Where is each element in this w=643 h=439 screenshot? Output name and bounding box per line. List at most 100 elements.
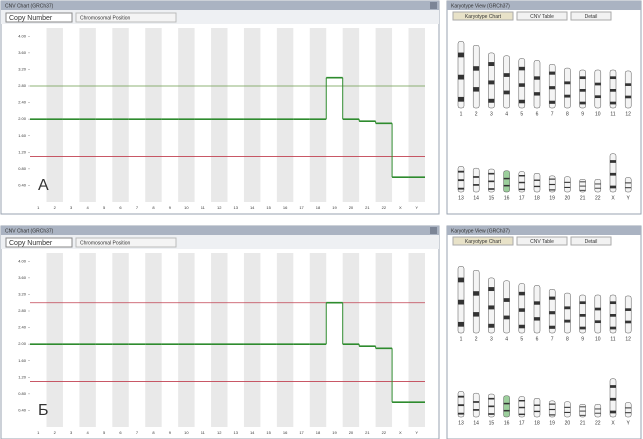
chromosome-label: 6 — [536, 336, 539, 342]
y-tick-label: 2.40 — [18, 325, 27, 330]
chromosome — [504, 281, 510, 333]
chromosome-band — [625, 182, 631, 183]
tab-label: Detail — [585, 14, 598, 20]
chromosome-band — [595, 320, 601, 323]
chromosome-stripe — [310, 253, 326, 427]
chromosome-stripe — [343, 28, 359, 202]
chromosome-band — [580, 415, 586, 416]
chromosome-band — [458, 300, 464, 305]
chromosome-band — [534, 186, 540, 187]
chromosome-band — [610, 301, 616, 304]
x-tick-label: 12 — [217, 205, 222, 210]
chromosome-band — [488, 80, 494, 84]
chromosome-band — [580, 406, 586, 407]
x-tick-label: X — [399, 205, 402, 210]
chromosome-label: 13 — [458, 195, 464, 201]
chromosome-label: 8 — [566, 111, 569, 117]
chromosome-band — [625, 308, 631, 311]
chromosome-band — [549, 297, 555, 300]
chromosome-label: 16 — [504, 420, 510, 426]
chromosome-label: 15 — [489, 420, 495, 426]
chromosome-label: 4 — [505, 111, 508, 117]
chromosome-band — [519, 182, 525, 183]
chromosome-band — [564, 407, 570, 408]
chromosome — [564, 293, 570, 333]
x-tick-label: 19 — [332, 430, 337, 435]
chromosome — [473, 168, 479, 192]
chromosome-stripe — [376, 28, 392, 202]
chromosome-label: 19 — [549, 195, 555, 201]
chromosome-label: 18 — [534, 420, 540, 426]
dropdown-text: Chromosomal Position — [80, 240, 131, 246]
chromosome-label: 20 — [565, 195, 571, 201]
x-tick-label: 17 — [299, 205, 304, 210]
chromosome-stripe — [211, 28, 227, 202]
chromosome-stripe — [244, 28, 260, 202]
chromosome-band — [564, 412, 570, 413]
chromosome-stripe — [409, 253, 425, 427]
chromosome-band — [595, 413, 601, 414]
y-tick-label: 1.20 — [18, 149, 27, 154]
chromosome-label: 9 — [581, 111, 584, 117]
y-tick-label: 2.40 — [18, 100, 27, 105]
x-tick-label: Y — [415, 205, 418, 210]
chromosome — [473, 393, 479, 417]
x-tick-label: 15 — [266, 430, 271, 435]
chromosome-band — [595, 188, 601, 189]
chromosome-band — [519, 189, 525, 190]
x-tick-label: 16 — [283, 205, 288, 210]
chromosome-band — [534, 301, 540, 304]
chromosome-band — [488, 188, 494, 190]
close-button[interactable] — [430, 2, 437, 9]
chromosome-band — [458, 404, 464, 406]
y-tick-label: 2.00 — [18, 341, 27, 346]
chromosome-label: 17 — [519, 420, 525, 426]
chromosome-band — [625, 96, 631, 99]
chromosome-band — [610, 327, 616, 330]
chromosome-band — [519, 414, 525, 415]
chromosome-band — [519, 407, 525, 408]
y-tick-label: 1.60 — [18, 133, 27, 138]
chromosome-stripe — [211, 253, 227, 427]
close-button[interactable] — [430, 227, 437, 234]
chromosome-stripe — [145, 253, 161, 427]
chromosome-band — [625, 412, 631, 413]
chromosome-band — [519, 175, 525, 176]
chromosome-label: 15 — [489, 195, 495, 201]
chromosome-label: 3 — [490, 111, 493, 117]
chromosome-stripe — [178, 253, 194, 427]
chromosome-band — [519, 325, 525, 329]
chromosome-label: 7 — [551, 111, 554, 117]
chromosome-band — [488, 413, 494, 415]
chromosome-band — [504, 178, 510, 180]
chromosome — [625, 71, 631, 108]
chromosome-stripe — [46, 253, 62, 427]
chromosome-band — [610, 76, 616, 79]
chromosome-label: 19 — [549, 420, 555, 426]
chromosome-band — [549, 311, 555, 314]
chromosome-stripe — [79, 28, 95, 202]
screen: CNV Chart (GRCh37)Copy NumberChromosomal… — [0, 0, 643, 439]
chromosome — [625, 178, 631, 192]
x-tick-label: 10 — [184, 205, 189, 210]
chromosome-stripe — [46, 28, 62, 202]
chromosome-band — [473, 66, 479, 70]
chromosome-label: 10 — [595, 111, 601, 117]
x-tick-label: 16 — [283, 430, 288, 435]
x-tick-label: 14 — [250, 430, 255, 435]
x-tick-label: 17 — [299, 430, 304, 435]
chromosome — [564, 68, 570, 108]
chromosome-band — [549, 409, 555, 410]
chromosome-band — [488, 305, 494, 309]
chromosome-band — [580, 411, 586, 412]
window-title: CNV Chart (GRCh37) — [5, 228, 54, 234]
x-tick-label: 14 — [250, 205, 255, 210]
y-tick-label: 2.80 — [18, 83, 27, 88]
chromosome-band — [473, 176, 479, 178]
chromosome-band — [610, 160, 616, 163]
chromosome-label: 18 — [534, 195, 540, 201]
chromosome-band — [610, 385, 616, 388]
chromosome-label: 12 — [625, 111, 631, 117]
chromosome-label: 21 — [580, 195, 586, 201]
chromosome-band — [458, 97, 464, 102]
